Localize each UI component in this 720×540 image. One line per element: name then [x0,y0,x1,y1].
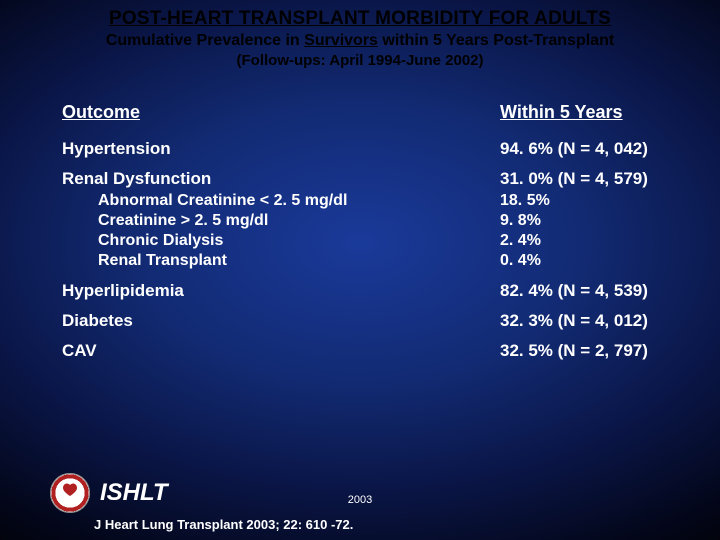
col-header-outcome: Outcome [62,102,500,123]
title-block: POST-HEART TRANSPLANT MORBIDITY FOR ADUL… [0,0,720,69]
subtitle-pre: Cumulative Prevalence in [106,32,304,49]
table-row: CAV 32. 5% (N = 2, 797) [62,341,680,361]
subrow-label: Chronic Dialysis [98,231,500,251]
subtitle-underlined: Survivors [304,32,378,49]
ishlt-logo-icon [50,473,90,513]
row-value: 31. 0% (N = 4, 579) [500,169,680,189]
col-header-value: Within 5 Years [500,102,680,123]
table-subrow: Abnormal Creatinine < 2. 5 mg/dl 18. 5% [62,191,680,211]
row-label: Hyperlipidemia [62,281,500,301]
table-subrow: Chronic Dialysis 2. 4% [62,231,680,251]
subrow-value: 2. 4% [500,231,680,251]
ishlt-label: ISHLT [100,479,168,507]
row-value: 32. 3% (N = 4, 012) [500,311,680,331]
ishlt-row: ISHLT [0,473,720,513]
subrow-label: Creatinine > 2. 5 mg/dl [98,211,500,231]
outcome-table: Outcome Within 5 Years Hypertension 94. … [62,102,680,371]
table-row: Diabetes 32. 3% (N = 4, 012) [62,311,680,331]
table-row: Renal Dysfunction 31. 0% (N = 4, 579) [62,169,680,189]
row-label: Hypertension [62,139,500,159]
table-row: Hypertension 94. 6% (N = 4, 042) [62,139,680,159]
slide-subtitle: Cumulative Prevalence in Survivors withi… [0,32,720,50]
subrow-label: Renal Transplant [98,251,500,271]
row-label: Diabetes [62,311,500,331]
table-subrow: Renal Transplant 0. 4% [62,251,680,271]
followups-text: (Follow-ups: April 1994-June 2002) [0,52,720,69]
table-header-row: Outcome Within 5 Years [62,102,680,123]
row-value: 82. 4% (N = 4, 539) [500,281,680,301]
subtitle-post: within 5 Years Post-Transplant [378,32,614,49]
row-value: 94. 6% (N = 4, 042) [500,139,680,159]
row-label: Renal Dysfunction [62,169,500,189]
renal-subrows: Abnormal Creatinine < 2. 5 mg/dl 18. 5% … [62,191,680,271]
subrow-label: Abnormal Creatinine < 2. 5 mg/dl [98,191,500,211]
row-label: CAV [62,341,500,361]
subrow-value: 18. 5% [500,191,680,211]
subrow-value: 0. 4% [500,251,680,271]
table-row: Hyperlipidemia 82. 4% (N = 4, 539) [62,281,680,301]
row-value: 32. 5% (N = 2, 797) [500,341,680,361]
slide: POST-HEART TRANSPLANT MORBIDITY FOR ADUL… [0,0,720,540]
citation-text: J Heart Lung Transplant 2003; 22: 610 -7… [94,517,720,532]
subrow-value: 9. 8% [500,211,680,231]
slide-title: POST-HEART TRANSPLANT MORBIDITY FOR ADUL… [0,8,720,30]
footer: ISHLT J Heart Lung Transplant 2003; 22: … [0,473,720,532]
table-subrow: Creatinine > 2. 5 mg/dl 9. 8% [62,211,680,231]
